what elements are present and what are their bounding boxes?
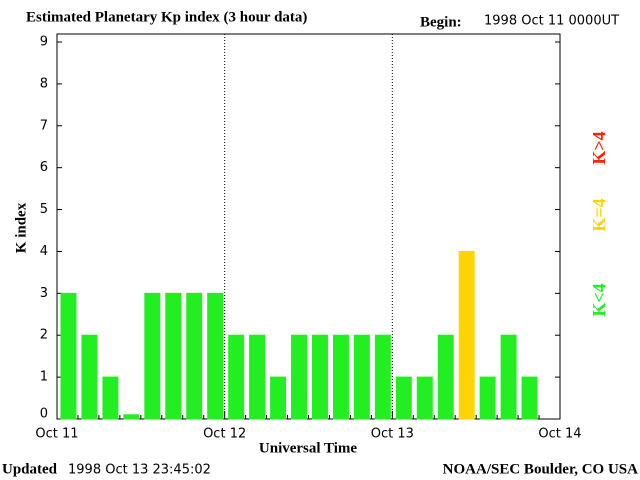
bar (186, 292, 203, 420)
y-tick-label: 1 (40, 370, 48, 385)
bar (60, 292, 77, 420)
y-tick-label: 8 (40, 76, 48, 91)
bar (270, 376, 287, 420)
x-tick-label: Oct 12 (203, 427, 246, 442)
legend-entry: K>4 (589, 131, 609, 164)
y-tick-label: 3 (40, 286, 48, 301)
bar (291, 334, 307, 420)
y-tick-label: 2 (40, 328, 48, 343)
bar (500, 334, 517, 420)
bar (332, 334, 349, 420)
bar (123, 414, 140, 420)
bar (521, 376, 538, 420)
updated-value: 1998 Oct 13 23:45:02 (68, 463, 211, 478)
bar (144, 292, 161, 420)
source: NOAA/SEC Boulder, CO USA (443, 461, 638, 477)
bar (228, 334, 245, 420)
x-tick-label: Oct 13 (371, 427, 414, 442)
bar (437, 334, 454, 420)
x-axis-label: Universal Time (259, 440, 358, 456)
bar (374, 334, 391, 420)
bar (249, 334, 266, 420)
plot-frame (56, 33, 561, 420)
y-tick-label: 5 (40, 202, 48, 217)
y-tick-label: 9 (40, 35, 48, 50)
updated-label: Updated (2, 461, 58, 477)
bar (458, 250, 475, 420)
begin-value: 1998 Oct 11 0000UT (484, 14, 619, 29)
y-axis-label: K index (13, 202, 29, 253)
legend-entry: K=4 (589, 198, 609, 231)
begin-label: Begin: (420, 14, 462, 30)
bar (395, 376, 412, 420)
y-tick-label: 7 (40, 118, 48, 133)
bar (81, 334, 98, 420)
bar (312, 334, 328, 420)
legend-entry: K<4 (589, 283, 609, 316)
chart-title: Estimated Planetary Kp index (3 hour dat… (26, 9, 307, 25)
bar (207, 292, 224, 420)
bar (102, 376, 119, 420)
bar (353, 334, 370, 420)
x-tick-label: Oct 11 (35, 427, 78, 442)
bar (479, 376, 496, 420)
bar (416, 376, 433, 420)
bar (165, 292, 182, 420)
y-tick-label: 0 (40, 407, 48, 422)
x-tick-label: Oct 14 (538, 427, 581, 442)
y-tick-label: 6 (40, 160, 48, 175)
y-tick-label: 4 (40, 244, 48, 259)
